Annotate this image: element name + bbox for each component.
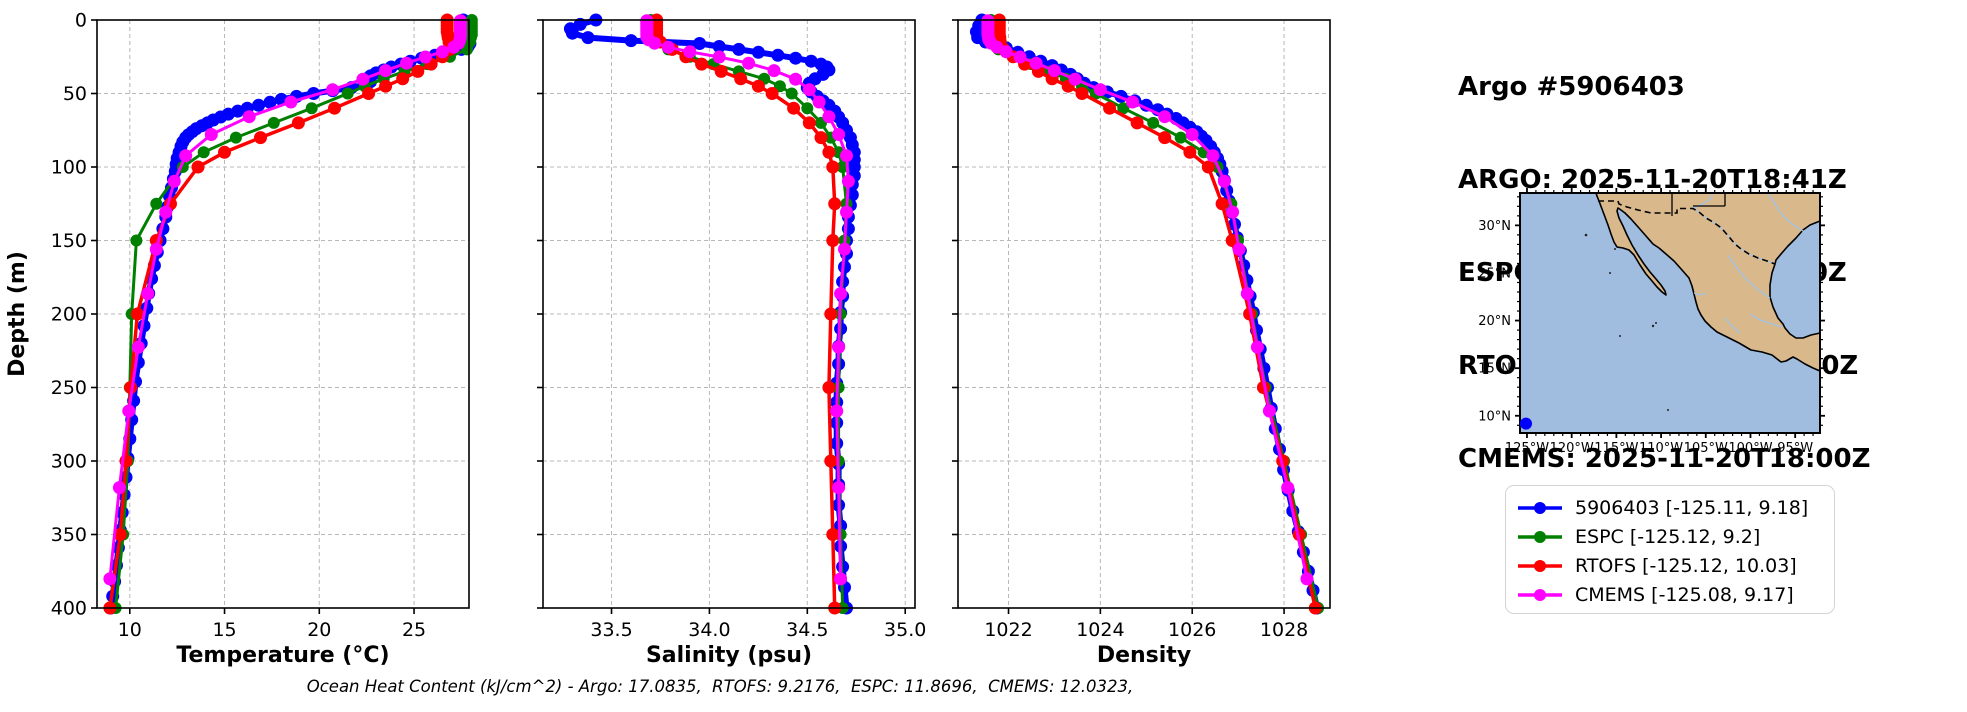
svg-text:1022: 1022 xyxy=(984,619,1032,641)
svg-text:50: 50 xyxy=(63,83,87,105)
legend: 5906403 [-125.11, 9.18] ESPC [-125.12, 9… xyxy=(1505,485,1835,614)
float-location-marker xyxy=(1519,417,1532,430)
location-map: 125°W 120°W 115°W 110°W 105°W 100°W 95°W 10°N 15… xyxy=(1470,185,1870,474)
svg-text:0: 0 xyxy=(75,10,87,32)
map-svg: 125°W 120°W 115°W 110°W 105°W 100°W 95°W 10°N 15… xyxy=(1478,188,1825,456)
map-axes: 125°W 120°W 115°W 110°W 105°W 100°W 95°W 10°N 15… xyxy=(1478,188,1825,456)
panel-density: 1022 1024 1026 1028 Density xyxy=(952,13,1331,668)
map-lon-label: 95°W xyxy=(1777,441,1813,456)
svg-text:400: 400 xyxy=(51,598,87,620)
map-lon-label: 115°W xyxy=(1594,441,1638,456)
svg-text:300: 300 xyxy=(51,451,87,473)
svg-text:1026: 1026 xyxy=(1168,619,1216,641)
svg-text:1028: 1028 xyxy=(1260,619,1308,641)
legend-label-rtofs: RTOFS [-125.12, 10.03] xyxy=(1575,554,1797,577)
map-lon-label: 125°W xyxy=(1505,441,1549,456)
legend-item-argo: 5906403 [-125.11, 9.18] xyxy=(1516,493,1834,522)
legend-label-espc: ESPC [-125.12, 9.2] xyxy=(1575,525,1761,548)
svg-text:150: 150 xyxy=(51,230,87,252)
svg-text:Salinity (psu): Salinity (psu) xyxy=(646,643,812,668)
svg-text:200: 200 xyxy=(51,304,87,326)
ohc-annotation: Ocean Heat Content (kJ/cm^2) - Argo: 17.… xyxy=(306,677,1134,696)
map-lat-label: 10°N xyxy=(1478,409,1511,424)
map-lat-label: 20°N xyxy=(1478,314,1511,329)
svg-text:34.0: 34.0 xyxy=(688,619,730,641)
map-lon-label: 110°W xyxy=(1639,441,1683,456)
map-lat-label: 25°N xyxy=(1478,266,1511,281)
cmems-timestamp: CMEMS: 2025-11-20T18:00Z xyxy=(1458,444,1871,474)
map-islands xyxy=(1584,233,1669,411)
svg-text:1024: 1024 xyxy=(1076,619,1124,641)
legend-label-argo: 5906403 [-125.11, 9.18] xyxy=(1575,496,1809,519)
legend-item-rtofs: RTOFS [-125.12, 10.03] xyxy=(1516,551,1834,580)
panel-temperature-c: 10 15 20 25050100150200250300350400Temperat… xyxy=(5,10,478,668)
map-lon-label: 120°W xyxy=(1550,441,1594,456)
map-lon-label: 105°W xyxy=(1684,441,1728,456)
legend-swatch-cmems xyxy=(1518,588,1562,601)
svg-text:Temperature (°C): Temperature (°C) xyxy=(176,643,389,668)
svg-text:25: 25 xyxy=(402,619,426,641)
float-title: Argo #5906403 xyxy=(1458,72,1685,102)
map-state-borders xyxy=(1671,193,1726,216)
map-lat-label: 30°N xyxy=(1478,219,1511,234)
profile-charts: 10 15 20 25050100150200250300350400Temperat… xyxy=(5,10,1331,668)
legend-swatch-rtofs xyxy=(1518,559,1562,572)
legend-swatch-argo xyxy=(1518,501,1562,514)
depth-axis-label: Depth (m) xyxy=(5,251,30,377)
svg-text:34.5: 34.5 xyxy=(786,619,828,641)
panel-salinity-psu: 33.5 34.0 34.5 35.0 Salinity (psu) xyxy=(537,13,926,668)
svg-text:20: 20 xyxy=(307,619,331,641)
svg-text:10: 10 xyxy=(118,619,142,641)
svg-text:35.0: 35.0 xyxy=(884,619,926,641)
svg-text:350: 350 xyxy=(51,524,87,546)
svg-text:33.5: 33.5 xyxy=(590,619,632,641)
legend-swatch-espc xyxy=(1518,530,1562,543)
legend-item-espc: ESPC [-125.12, 9.2] xyxy=(1516,522,1834,551)
svg-text:100: 100 xyxy=(51,157,87,179)
svg-text:15: 15 xyxy=(212,619,236,641)
map-land xyxy=(1595,192,1821,372)
map-lon-label: 100°W xyxy=(1728,441,1772,456)
svg-text:Density: Density xyxy=(1097,643,1191,668)
legend-label-cmems: CMEMS [-125.08, 9.17] xyxy=(1575,583,1794,606)
map-lat-label: 15°N xyxy=(1478,362,1511,377)
map-international-border xyxy=(1598,200,1776,265)
legend-item-cmems: CMEMS [-125.08, 9.17] xyxy=(1516,580,1834,609)
svg-text:250: 250 xyxy=(51,377,87,399)
